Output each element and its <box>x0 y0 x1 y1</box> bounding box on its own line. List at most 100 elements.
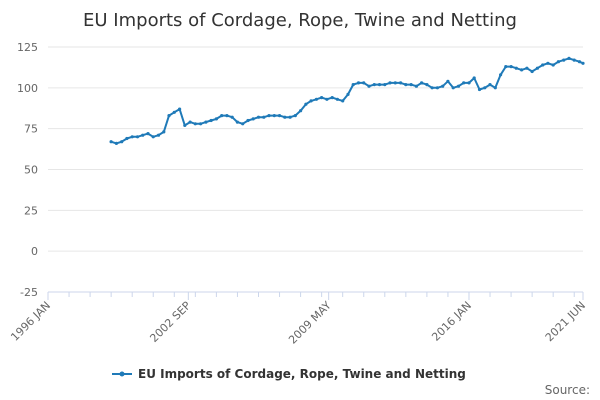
data-point[interactable] <box>220 114 224 118</box>
data-point[interactable] <box>262 115 266 119</box>
data-point[interactable] <box>256 115 261 119</box>
data-point[interactable] <box>235 120 239 124</box>
data-point[interactable] <box>546 61 550 65</box>
chart-title: EU Imports of Cordage, Rope, Twine and N… <box>83 10 517 31</box>
data-point[interactable] <box>356 81 361 85</box>
data-point[interactable] <box>504 65 508 69</box>
data-point[interactable] <box>404 83 408 87</box>
data-point[interactable] <box>472 76 476 80</box>
data-point[interactable] <box>567 56 571 61</box>
data-point[interactable] <box>393 81 397 85</box>
data-point[interactable] <box>435 86 439 90</box>
data-point[interactable] <box>151 135 155 139</box>
data-point[interactable] <box>293 114 297 118</box>
data-point[interactable] <box>330 96 334 100</box>
data-point[interactable] <box>377 83 382 87</box>
data-point[interactable] <box>246 118 250 123</box>
data-point[interactable] <box>341 99 345 103</box>
x-tick-label: 2016 JAN <box>429 299 474 344</box>
data-point[interactable] <box>299 109 303 113</box>
data-point[interactable] <box>388 81 392 85</box>
data-point[interactable] <box>304 102 308 106</box>
data-point[interactable] <box>272 114 276 118</box>
data-point[interactable] <box>125 136 129 141</box>
y-tick-label: -25 <box>20 286 38 299</box>
data-point[interactable] <box>183 123 187 127</box>
data-point[interactable] <box>577 60 582 64</box>
data-point[interactable] <box>320 96 324 100</box>
data-point[interactable] <box>499 73 503 77</box>
data-point[interactable] <box>467 81 471 85</box>
data-point[interactable] <box>488 83 492 87</box>
data-point[interactable] <box>314 97 318 101</box>
data-point[interactable] <box>562 58 566 62</box>
data-point[interactable] <box>325 97 329 101</box>
data-point[interactable] <box>420 81 424 85</box>
data-point[interactable] <box>372 83 376 87</box>
data-point[interactable] <box>109 140 113 144</box>
data-point[interactable] <box>483 86 487 90</box>
data-point[interactable] <box>551 63 555 67</box>
y-tick-label: 50 <box>24 164 38 177</box>
x-tick-label: 2021 JUN <box>543 299 588 344</box>
data-point[interactable] <box>430 86 434 90</box>
data-point[interactable] <box>581 61 585 65</box>
data-point[interactable] <box>120 140 124 144</box>
data-point[interactable] <box>141 133 145 137</box>
data-point[interactable] <box>383 83 387 87</box>
data-point[interactable] <box>214 117 218 121</box>
data-point[interactable] <box>135 135 140 139</box>
data-point[interactable] <box>367 84 371 88</box>
data-point[interactable] <box>156 133 161 137</box>
data-point[interactable] <box>335 97 339 101</box>
data-point[interactable] <box>188 120 192 124</box>
data-point[interactable] <box>251 117 255 121</box>
data-point[interactable] <box>556 60 561 64</box>
data-point[interactable] <box>456 84 461 88</box>
data-point[interactable] <box>399 81 403 85</box>
data-point[interactable] <box>172 110 176 114</box>
data-point[interactable] <box>425 83 429 87</box>
data-point[interactable] <box>346 92 350 96</box>
data-point[interactable] <box>541 63 545 67</box>
data-point[interactable] <box>477 87 482 92</box>
data-point[interactable] <box>277 114 282 118</box>
data-point[interactable] <box>230 115 234 119</box>
legend[interactable]: EU Imports of Cordage, Rope, Twine and N… <box>112 367 466 381</box>
data-point[interactable] <box>209 118 213 123</box>
data-point[interactable] <box>283 115 287 119</box>
data-point[interactable] <box>451 86 455 90</box>
data-point[interactable] <box>162 130 166 134</box>
data-point[interactable] <box>409 83 413 87</box>
data-point[interactable] <box>535 66 540 70</box>
data-point[interactable] <box>362 81 366 85</box>
data-point[interactable] <box>241 122 245 126</box>
data-point[interactable] <box>288 115 292 119</box>
data-point[interactable] <box>509 65 513 69</box>
data-point[interactable] <box>530 69 534 74</box>
data-point[interactable] <box>193 122 197 126</box>
data-point[interactable] <box>351 83 355 87</box>
data-point[interactable] <box>441 84 445 88</box>
data-point[interactable] <box>462 81 466 85</box>
data-point[interactable] <box>514 66 518 70</box>
data-point[interactable] <box>167 114 171 118</box>
x-tick-label: 2002 SEP <box>147 299 193 345</box>
data-point[interactable] <box>114 141 118 145</box>
data-point[interactable] <box>520 68 524 72</box>
data-point[interactable] <box>414 84 418 88</box>
data-point[interactable] <box>446 79 450 83</box>
data-point[interactable] <box>146 132 150 136</box>
data-point[interactable] <box>309 99 313 103</box>
data-point[interactable] <box>199 122 203 126</box>
series-line[interactable] <box>110 57 584 145</box>
data-point[interactable] <box>267 114 271 118</box>
data-point[interactable] <box>525 66 529 70</box>
data-point[interactable] <box>493 86 497 90</box>
data-point[interactable] <box>178 107 182 111</box>
data-point[interactable] <box>225 114 229 118</box>
data-point[interactable] <box>204 120 208 124</box>
data-point[interactable] <box>572 58 576 62</box>
data-point[interactable] <box>130 135 134 139</box>
